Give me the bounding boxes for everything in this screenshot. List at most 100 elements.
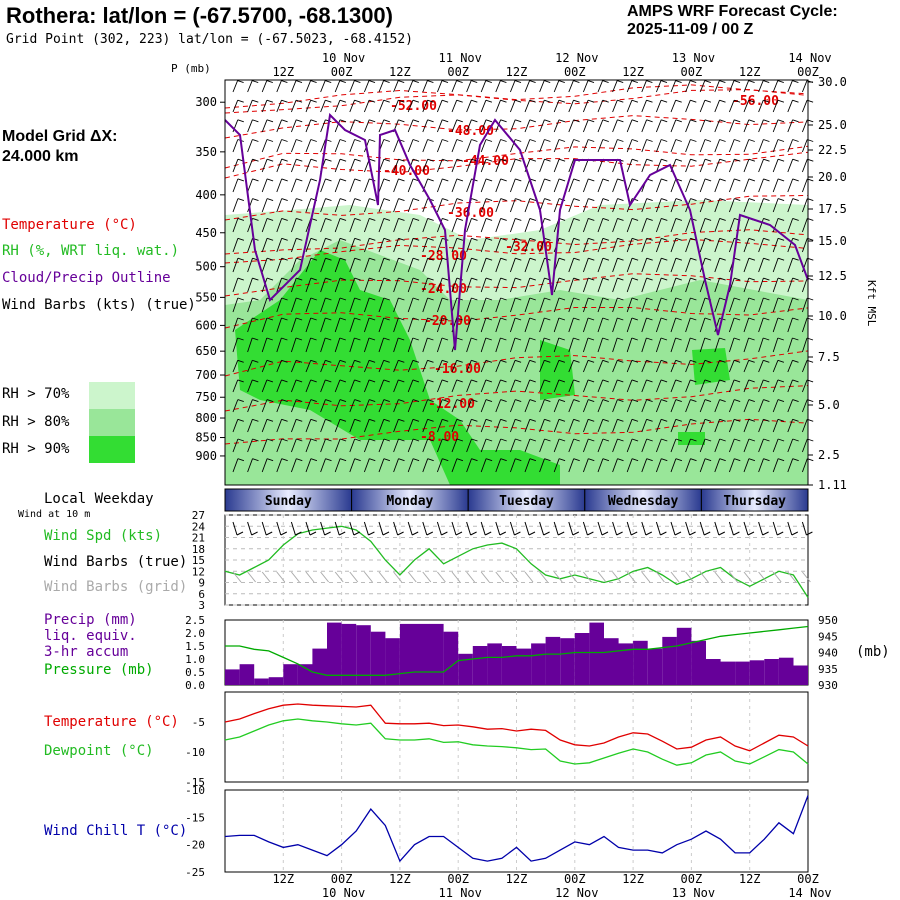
wind-barb-staff <box>626 360 633 373</box>
wind-barb <box>787 458 799 473</box>
hour-tick-label: 12Z <box>272 65 294 79</box>
wind-barb-flag <box>734 297 741 301</box>
wind-barb-flag <box>427 237 434 241</box>
panel-y-tick-label: -10 <box>185 746 205 759</box>
wind-speed-line <box>224 525 809 598</box>
wind-barb-staff <box>232 337 239 353</box>
wind-barb <box>714 237 726 253</box>
wind-barb-flag <box>602 257 610 261</box>
wind-barb-flag <box>339 257 347 261</box>
wind-barb-flag <box>266 198 274 202</box>
wind-barb-flag <box>763 379 770 383</box>
wind-barb <box>758 257 770 273</box>
wind-barb-flag <box>237 297 244 301</box>
wind-barb <box>305 458 318 473</box>
wind-barb-flag <box>281 277 288 281</box>
wind-barb-staff <box>363 119 370 133</box>
wind-barb-flag <box>354 119 361 123</box>
height-tick-label: 5.0 <box>818 398 840 412</box>
wind-barb-staff <box>743 100 750 113</box>
wind-barb-flag <box>587 317 595 321</box>
temperature-contour <box>224 238 809 264</box>
wind-barb <box>495 379 507 393</box>
wind-barb <box>349 237 361 253</box>
wind-barb-flag <box>646 99 653 103</box>
wind-barb-staff <box>758 419 764 433</box>
wind-barb <box>758 418 770 433</box>
wind-barb <box>261 198 274 213</box>
wind-barb-flag <box>485 359 493 363</box>
wind-barb-flag <box>456 119 463 123</box>
precip-bar <box>764 659 779 685</box>
wind-barb-staff <box>422 438 429 453</box>
wind-barb-staff <box>743 80 750 93</box>
wind-barb <box>685 99 697 113</box>
wind-barb-staff <box>685 337 691 353</box>
wind-barb-flag <box>719 399 726 403</box>
wind-barb-flag <box>602 297 609 301</box>
grid-wind-barb <box>787 571 797 583</box>
wind-barb-staff <box>582 277 589 293</box>
wind-barb-staff <box>290 159 297 173</box>
wind-barb-staff <box>743 258 750 273</box>
wind-barb-flag <box>573 80 580 84</box>
wind-barb <box>407 139 420 153</box>
wind-barb-flag <box>792 399 799 403</box>
wind-barb-flag <box>646 158 653 162</box>
wind-barb-staff <box>582 438 589 453</box>
wind-barb <box>407 119 420 133</box>
wind-barb-staff <box>261 159 268 173</box>
wind-barb-flag <box>646 317 653 321</box>
wind-barb <box>685 178 697 193</box>
true-wind-barb-flag <box>280 531 288 536</box>
wind-barb-staff <box>685 297 691 313</box>
wind-barb <box>539 317 551 333</box>
model-grid-value: 24.000 km <box>2 148 79 165</box>
wind-barb-staff <box>670 198 677 213</box>
wind-barb <box>714 217 726 233</box>
wind-barb-staff <box>320 379 326 393</box>
hour-tick-label: 00Z <box>331 872 353 886</box>
wind-barb-staff <box>451 458 458 473</box>
hour-tick-label: 00Z <box>331 65 353 79</box>
wind-barb <box>714 158 726 173</box>
wind-barb <box>466 317 478 333</box>
wind-barb-staff <box>276 80 282 93</box>
wind-barb-flag <box>354 438 361 442</box>
wind-barb-flag <box>354 178 361 182</box>
wind-barb-staff <box>290 317 297 333</box>
wind-barb <box>714 359 726 373</box>
wind-barb-flag <box>266 119 274 123</box>
wind-barb-staff <box>363 399 370 413</box>
wind-barb-staff <box>261 317 268 333</box>
wind-barb-flag <box>471 80 478 84</box>
wind-barb-flag <box>281 80 288 84</box>
weekday-name: Wednesday <box>608 494 679 509</box>
wind-barb-flag <box>690 119 697 123</box>
wind-barb <box>466 237 478 253</box>
wind-barb <box>378 337 390 353</box>
wind-barb <box>568 418 580 433</box>
legend-rh80-swatch <box>89 409 135 436</box>
wind-barb-staff <box>743 419 750 433</box>
wind-barb-flag <box>325 418 332 422</box>
wind-barb-staff <box>261 139 268 153</box>
wind-barb <box>568 277 580 293</box>
wind-barb-flag <box>281 399 288 403</box>
date-tick-label: 13 Nov <box>672 51 715 65</box>
wind-barb-staff <box>612 317 618 333</box>
wind-barb-staff <box>232 419 239 433</box>
wind-barb-flag <box>471 277 478 281</box>
wind-barb-flag <box>675 99 682 103</box>
wind-chill-panel: -10-15-20-25 <box>185 784 809 879</box>
wind-barb <box>261 139 274 153</box>
wind-barb <box>728 158 741 173</box>
wind-barb-flag <box>442 399 449 403</box>
wind-barb <box>349 277 361 293</box>
wind-barb-flag <box>763 297 770 301</box>
wind-barb <box>378 399 390 413</box>
wind-barb-staff <box>801 360 808 373</box>
wind-barb <box>320 217 332 233</box>
panel-y-tick-label: 15 <box>192 554 205 567</box>
wind-barb <box>568 198 580 213</box>
